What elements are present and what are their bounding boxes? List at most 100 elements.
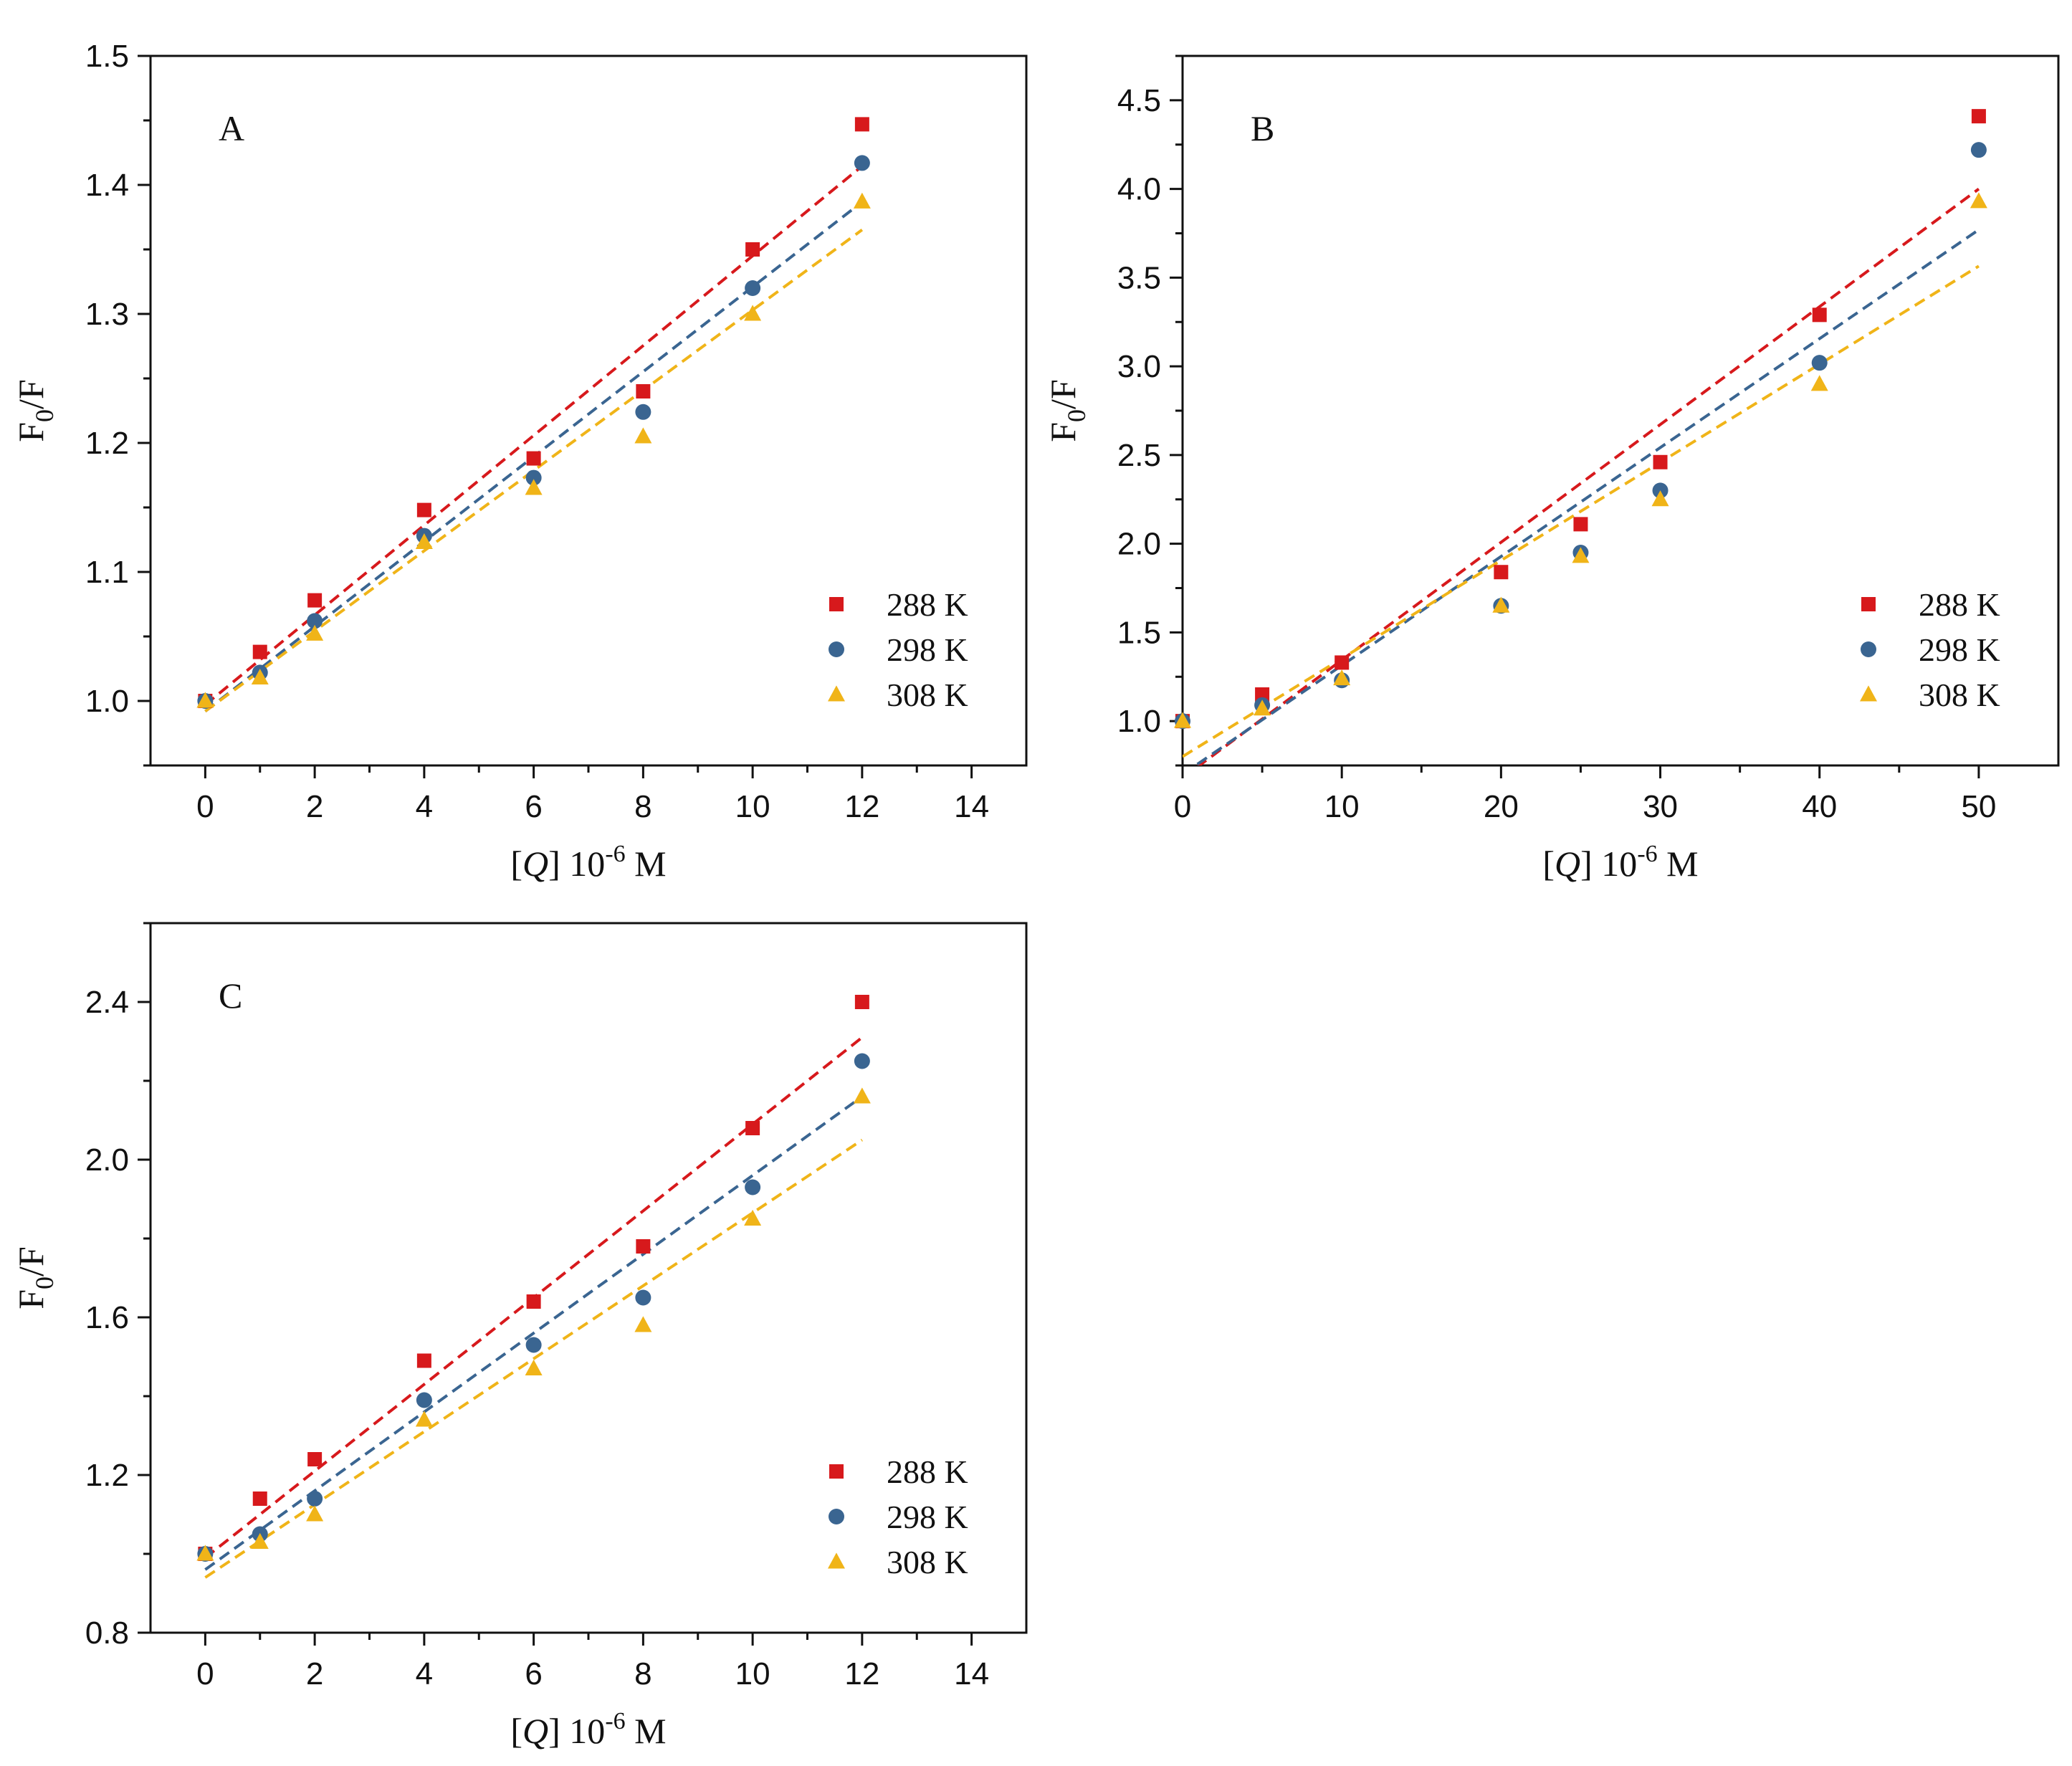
x-axis-title-bracket: [ bbox=[510, 1711, 522, 1751]
y-tick-label: 1.1 bbox=[85, 555, 129, 590]
data-point bbox=[636, 1239, 651, 1254]
data-point bbox=[744, 1209, 762, 1226]
data-point bbox=[196, 1545, 214, 1561]
data-point bbox=[251, 669, 269, 685]
panel-b: 0 10 20 30 40 50 1.0 1.5 2.0 2.5 3.0 3.5 4.0 4.5 [Q] 1… bbox=[1043, 54, 2060, 884]
x-tick-label: 10 bbox=[1324, 789, 1360, 824]
x-tick-label: 10 bbox=[735, 789, 770, 824]
series-288-k bbox=[204, 165, 864, 706]
fit-line bbox=[204, 1138, 863, 1579]
y-tick-label: 0.8 bbox=[85, 1615, 129, 1651]
x-axis-title-unit: M bbox=[1658, 844, 1699, 884]
y-axis-title-tail: /F bbox=[11, 1246, 51, 1276]
legend-label: 308 K bbox=[887, 1544, 968, 1580]
x-tick-label: 2 bbox=[306, 1656, 323, 1691]
y-axis-title: F0/F bbox=[11, 1246, 59, 1309]
x-axis-title-exponent: -6 bbox=[605, 841, 625, 867]
y-axis-title-tail: /F bbox=[1043, 379, 1083, 409]
series-points-308-k bbox=[1174, 192, 1987, 728]
data-point bbox=[634, 1316, 652, 1332]
x-axis-title-variable: Q bbox=[522, 844, 548, 884]
data-point bbox=[1970, 192, 1987, 209]
x-axis-title-unit: M bbox=[626, 844, 667, 884]
series-points-298-k bbox=[1175, 142, 1987, 730]
x-tick-label: 0 bbox=[1174, 789, 1191, 824]
data-point bbox=[307, 1452, 323, 1466]
y-tick-label: 1.6 bbox=[85, 1300, 129, 1335]
legend-label: 308 K bbox=[1919, 677, 2000, 713]
legend-marker bbox=[1861, 597, 1876, 611]
series-288-k bbox=[1197, 188, 1980, 765]
data-point bbox=[1971, 109, 1986, 124]
panel-letter: A bbox=[219, 108, 244, 148]
x-axis-title: [Q] 10-6 M bbox=[1542, 841, 1698, 884]
data-point bbox=[635, 404, 651, 420]
x-axis-title-variable: Q bbox=[522, 1711, 548, 1751]
x-tick-label: 0 bbox=[196, 789, 214, 824]
data-point bbox=[196, 692, 214, 708]
x-axis-title-mid: ] 10 bbox=[548, 1711, 605, 1751]
x-axis-title: [Q] 10-6 M bbox=[510, 1708, 666, 1751]
data-point bbox=[1255, 687, 1270, 702]
series-298-k bbox=[204, 1095, 864, 1571]
data-point bbox=[1573, 517, 1588, 532]
data-point bbox=[307, 1491, 323, 1507]
y-tick-label: 1.5 bbox=[85, 39, 129, 74]
legend-label: 298 K bbox=[887, 631, 968, 668]
data-point bbox=[251, 1532, 269, 1549]
data-point bbox=[415, 533, 433, 550]
x-axis-title-exponent: -6 bbox=[1637, 841, 1657, 867]
legend-label: 298 K bbox=[887, 1499, 968, 1535]
data-point bbox=[525, 479, 543, 495]
y-tick-label: 1.0 bbox=[1117, 704, 1161, 739]
x-tick-label: 50 bbox=[1961, 789, 1996, 824]
data-point bbox=[1174, 712, 1191, 728]
series-points-288-k bbox=[198, 995, 869, 1561]
y-axis-title-tail: /F bbox=[11, 379, 51, 409]
data-point bbox=[252, 1491, 267, 1506]
data-point bbox=[853, 1087, 871, 1104]
x-axis-title-bracket: [ bbox=[1542, 844, 1555, 884]
fit-line bbox=[1197, 188, 1980, 765]
series-points-288-k bbox=[1175, 109, 1986, 729]
data-point bbox=[416, 1392, 432, 1408]
legend-label: 288 K bbox=[887, 1454, 968, 1490]
data-point bbox=[1572, 547, 1590, 563]
series-points-288-k bbox=[198, 117, 869, 708]
data-point bbox=[854, 1053, 870, 1069]
data-point bbox=[416, 502, 431, 517]
series-points-308-k bbox=[196, 192, 871, 708]
data-point bbox=[854, 155, 870, 171]
data-point bbox=[306, 624, 324, 641]
y-tick-label: 4.5 bbox=[1117, 83, 1161, 118]
x-axis-title-variable: Q bbox=[1555, 844, 1580, 884]
data-point bbox=[1333, 669, 1351, 686]
y-tick-label: 3.0 bbox=[1117, 349, 1161, 384]
x-tick-label: 6 bbox=[525, 789, 542, 824]
data-point bbox=[525, 1359, 543, 1375]
legend-marker bbox=[1860, 685, 1877, 702]
data-point bbox=[1335, 655, 1350, 670]
x-tick-label: 14 bbox=[954, 1656, 989, 1691]
y-tick-label: 2.0 bbox=[85, 1142, 129, 1178]
x-tick-label: 0 bbox=[196, 1656, 214, 1691]
legend-marker bbox=[829, 1509, 844, 1524]
fit-line bbox=[204, 1095, 864, 1571]
y-tick-label: 1.0 bbox=[85, 684, 129, 719]
y-tick-label: 1.4 bbox=[85, 168, 129, 203]
x-tick-label: 8 bbox=[634, 1656, 651, 1691]
x-tick-label: 4 bbox=[416, 789, 433, 824]
data-point bbox=[307, 613, 323, 629]
panel-letter: C bbox=[219, 975, 242, 1016]
data-point bbox=[526, 1294, 541, 1309]
fit-line bbox=[204, 165, 864, 706]
y-tick-label: 1.2 bbox=[85, 1458, 129, 1493]
data-point bbox=[745, 280, 761, 296]
legend-marker bbox=[1861, 641, 1876, 657]
data-point bbox=[744, 305, 762, 321]
data-point bbox=[1651, 490, 1669, 507]
x-tick-label: 8 bbox=[634, 789, 651, 824]
data-point bbox=[252, 644, 267, 659]
data-point bbox=[307, 593, 323, 608]
x-axis-title-mid: ] 10 bbox=[548, 844, 605, 884]
